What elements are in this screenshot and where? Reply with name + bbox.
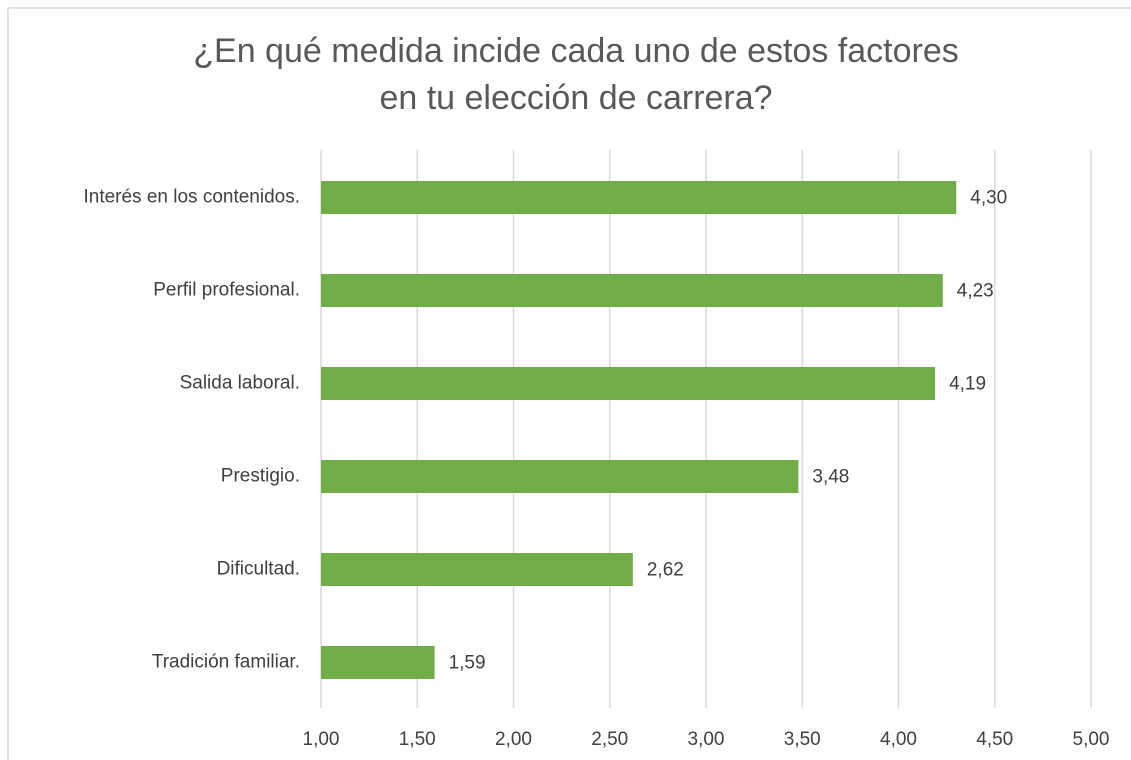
bar [321,553,633,586]
bar [321,367,936,400]
x-tick-label: 4,50 [976,729,1013,750]
data-label: 4,23 [957,281,994,302]
y-tick-label: Prestigio. [221,466,300,487]
x-tick-label: 3,50 [784,729,821,750]
x-tick-label: 5,00 [1073,729,1110,750]
bar [321,646,435,679]
y-tick-label: Interés en los contenidos. [83,187,300,208]
y-tick-label: Perfil profesional. [153,280,300,301]
x-tick-label: 1,00 [303,729,340,750]
bar [321,460,799,493]
chart-title: en tu elección de carrera? [379,79,772,117]
x-tick-label: 1,50 [399,729,436,750]
y-tick-label: Salida laboral. [180,373,300,394]
x-tick-label: 2,50 [591,729,628,750]
data-label: 4,19 [949,374,986,395]
data-label: 3,48 [812,467,849,488]
bar [321,181,957,214]
x-tick-label: 2,00 [495,729,532,750]
x-tick-label: 4,00 [880,729,917,750]
y-tick-label: Dificultad. [217,559,300,580]
chart-title: ¿En qué medida incide cada uno de estos … [193,32,958,70]
data-label: 1,59 [449,653,486,674]
data-label: 4,30 [970,188,1007,209]
data-label: 2,62 [647,560,684,581]
x-tick-label: 3,00 [688,729,725,750]
bar [321,274,943,307]
y-tick-label: Tradición familiar. [152,652,300,673]
